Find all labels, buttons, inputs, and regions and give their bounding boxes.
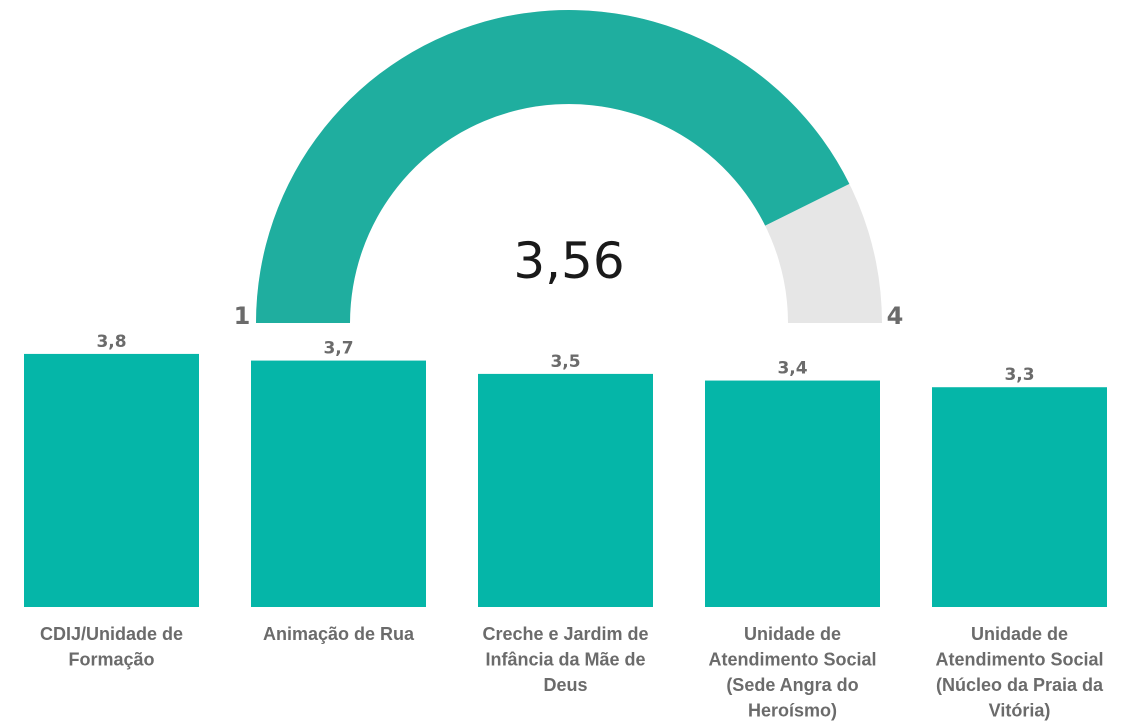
bar-value-label: 3,3 [1004, 365, 1034, 385]
bar-value-label: 3,4 [777, 359, 807, 379]
category-label: CDIJ/Unidade de Formação [40, 624, 183, 670]
gauge-max-label: 4 [887, 302, 904, 330]
bar-value-label: 3,7 [323, 339, 353, 359]
bar [932, 387, 1107, 607]
bar [478, 373, 653, 607]
bar [24, 353, 199, 607]
bar [251, 360, 426, 607]
bar [705, 380, 880, 607]
category-label: Unidade de Atendimento Social (Núcleo da P… [935, 624, 1104, 721]
category-label: Creche e Jardim de Infância da Mãe de Deus [482, 624, 648, 695]
category-label: Unidade de Atendimento Social (Sede Angra … [708, 624, 876, 721]
gauge-value-label: 3,56 [513, 232, 624, 290]
gauge-fill [256, 10, 850, 323]
gauge-min-label: 1 [234, 302, 251, 330]
category-label: Animação de Rua [263, 624, 415, 644]
bar-value-label: 3,5 [550, 352, 580, 372]
bar-chart: 3,8 CDIJ/Unidade de Formação 3,7 Animação de… [24, 332, 1107, 721]
bar-value-label: 3,8 [96, 332, 126, 352]
gauge-chart: 3,56 1 4 [234, 10, 904, 330]
